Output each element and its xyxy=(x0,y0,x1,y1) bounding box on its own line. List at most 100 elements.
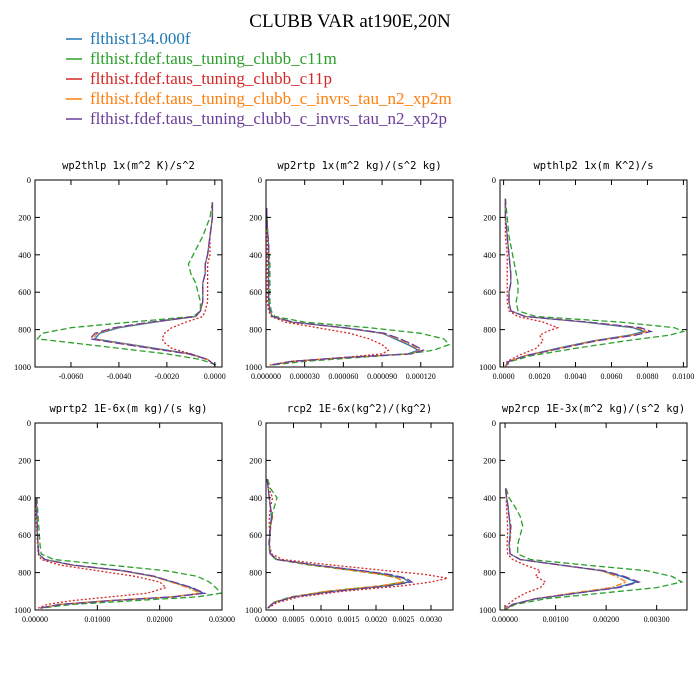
series-group xyxy=(35,497,222,609)
y-tick-label: 400 xyxy=(249,493,262,503)
series-group xyxy=(266,208,451,366)
y-tick-label: 800 xyxy=(483,325,496,335)
series-group xyxy=(266,478,448,609)
panels: wp2thlp 1x(m^2 K)/s^2 0 200 400 600 800 1000 -0… xyxy=(14,160,694,624)
panel-4: wprtp2 1E-6x(m kg)/(s kg) 0 200 400 600 800 10… xyxy=(14,403,235,624)
y-tick-label: 800 xyxy=(18,325,31,335)
legend-item: flthist.fdef.taus_tuning_clubb_c_invrs_t… xyxy=(66,89,452,108)
legend-item: flthist.fdef.taus_tuning_clubb_c_invrs_t… xyxy=(66,109,447,128)
series-group xyxy=(504,488,684,610)
y-tick-label: 600 xyxy=(249,530,262,540)
x-tick-label: 0.0080 xyxy=(636,372,658,381)
x-tick-label: 0.0100 xyxy=(672,372,694,381)
x-tick-label: 0.0060 xyxy=(600,372,622,381)
legend-label: flthist.fdef.taus_tuning_clubb_c_invrs_t… xyxy=(90,89,452,108)
panel-1: wp2thlp 1x(m^2 K)/s^2 0 200 400 600 800 1000 -0… xyxy=(14,160,226,381)
y-tick-label: 0 xyxy=(27,418,31,428)
series-line-2 xyxy=(36,497,222,609)
x-tick-label: 0.00200 xyxy=(593,615,619,624)
series-line-2 xyxy=(505,488,684,610)
y-tick-label: 200 xyxy=(249,212,262,222)
y-tick-label: 600 xyxy=(18,530,31,540)
series-line-5 xyxy=(504,198,654,367)
y-tick-label: 0 xyxy=(492,175,496,185)
series-line-4 xyxy=(266,479,406,609)
y-tick-label: 200 xyxy=(249,455,262,465)
y-tick-label: 200 xyxy=(18,455,31,465)
series-line-2 xyxy=(266,208,451,366)
series-line-1 xyxy=(266,208,420,366)
series-line-4 xyxy=(91,202,216,366)
x-tick-label: 0.000060 xyxy=(328,372,358,381)
series-line-1 xyxy=(93,202,216,366)
series-line-1 xyxy=(35,497,206,609)
legend-label: flthist.fdef.taus_tuning_clubb_c_invrs_t… xyxy=(90,109,447,128)
series-line-4 xyxy=(35,497,203,609)
panel-2: wp2rtp 1x(m^2 kg)/(s^2 kg) 0 200 400 600 800 1… xyxy=(245,160,454,381)
y-tick-label: 400 xyxy=(483,493,496,503)
x-tick-label: 0.0000 xyxy=(204,372,226,381)
y-tick-label: 0 xyxy=(492,418,496,428)
y-tick-label: 200 xyxy=(483,212,496,222)
series-line-1 xyxy=(266,479,411,609)
x-tick-label: 0.0000 xyxy=(255,615,277,624)
y-tick-label: 600 xyxy=(483,530,496,540)
x-tick-label: 0.00000 xyxy=(492,615,518,624)
series-line-5 xyxy=(266,479,414,609)
plot-frame xyxy=(34,422,223,611)
y-tick-label: 800 xyxy=(249,568,262,578)
x-tick-label: 0.0000 xyxy=(493,372,515,381)
panel-5: rcp2 1E-6x(kg^2)/(kg^2) 0 200 400 600 800 1000… xyxy=(245,403,454,624)
panel-title: wprtp2 1E-6x(m kg)/(s kg) xyxy=(49,403,207,415)
y-tick-label: 1000 xyxy=(245,362,262,372)
x-tick-label: 0.0025 xyxy=(393,615,415,624)
y-tick-label: 800 xyxy=(483,568,496,578)
x-tick-label: 0.0030 xyxy=(420,615,442,624)
plot-frame xyxy=(499,179,688,368)
legend-label: flthist.fdef.taus_tuning_clubb_c11p xyxy=(90,69,332,88)
legend-label: flthist.fdef.taus_tuning_clubb_c11m xyxy=(90,49,337,68)
series-line-4 xyxy=(266,208,423,366)
figure-title: CLUBB VAR at190E,20N xyxy=(249,11,451,32)
panel-title: wp2thlp 1x(m^2 K)/s^2 xyxy=(62,160,195,172)
x-tick-label: 0.0005 xyxy=(283,615,305,624)
y-tick-label: 600 xyxy=(249,287,262,297)
x-tick-label: 0.000030 xyxy=(290,372,320,381)
series-group xyxy=(504,198,686,367)
x-tick-label: 0.02000 xyxy=(147,615,173,624)
y-tick-label: 200 xyxy=(18,212,31,222)
x-tick-label: 0.03000 xyxy=(209,615,235,624)
x-tick-label: 0.0015 xyxy=(338,615,360,624)
series-line-2 xyxy=(266,478,406,609)
legend-item: flthist134.000f xyxy=(66,29,191,48)
panel-3: wpthlp2 1x(m K^2)/s020040060080010000.00… xyxy=(479,160,694,381)
x-tick-label: 0.0040 xyxy=(565,372,587,381)
y-tick-label: 0 xyxy=(27,175,31,185)
x-tick-label: 0.000120 xyxy=(406,372,436,381)
legend: flthist134.000fflthist.fdef.taus_tuning_… xyxy=(66,29,452,128)
series-line-3 xyxy=(266,208,390,366)
y-tick-label: 800 xyxy=(249,325,262,335)
y-tick-label: 400 xyxy=(18,493,31,503)
series-group xyxy=(36,202,218,366)
y-tick-label: 600 xyxy=(483,287,496,297)
series-line-1 xyxy=(504,488,639,610)
x-tick-label: 0.00300 xyxy=(644,615,670,624)
y-tick-label: 0 xyxy=(258,418,262,428)
x-tick-label: 0.00000 xyxy=(22,615,48,624)
series-line-5 xyxy=(504,488,642,610)
x-tick-label: 0.0020 xyxy=(529,372,551,381)
x-tick-label: 0.000000 xyxy=(251,372,281,381)
x-tick-label: 0.000090 xyxy=(367,372,397,381)
series-line-3 xyxy=(35,497,168,609)
y-tick-label: 0 xyxy=(258,175,262,185)
y-tick-label: 200 xyxy=(483,455,496,465)
series-line-5 xyxy=(88,202,216,366)
series-line-2 xyxy=(504,198,686,367)
x-tick-label: 0.00100 xyxy=(543,615,569,624)
plot-frame xyxy=(34,179,223,368)
y-tick-label: 600 xyxy=(18,287,31,297)
series-line-3 xyxy=(266,478,448,609)
y-tick-label: 400 xyxy=(483,250,496,260)
